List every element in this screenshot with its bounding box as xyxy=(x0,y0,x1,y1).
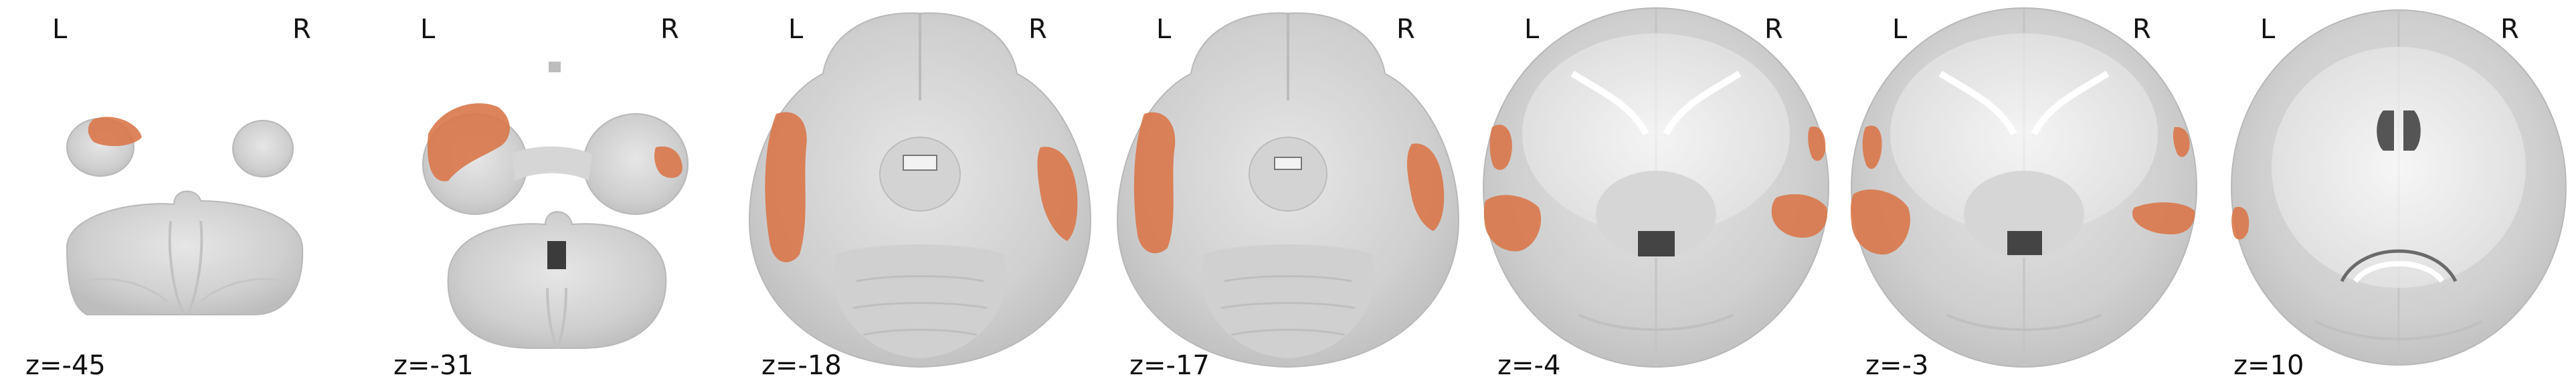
right-hemisphere-label: R xyxy=(292,14,311,45)
brain-slice-panel-4: L R z=-17 xyxy=(1104,0,1472,385)
left-hemisphere-label: L xyxy=(1892,14,1908,45)
slice-z-label: z=-4 xyxy=(1497,350,1561,381)
activation-overlay xyxy=(1808,127,1826,161)
brain-slice-panel-6: L R z=-3 xyxy=(1840,0,2208,385)
activation-overlay xyxy=(1489,125,1512,170)
slice-z-label: z=-3 xyxy=(1865,350,1929,381)
brain-slice-panel-7: L R z=10 xyxy=(2208,0,2576,385)
brain-slice-panel-2: L R z=-31 xyxy=(368,0,736,385)
left-hemisphere-label: L xyxy=(52,14,68,45)
activation-overlay xyxy=(1862,125,1882,169)
left-hemisphere-label: L xyxy=(2260,14,2276,45)
right-hemisphere-label: R xyxy=(1396,14,1415,45)
axial-slice-image-5 xyxy=(1483,7,1829,368)
activation-overlay xyxy=(1037,147,1078,241)
slice-z-label: z=-18 xyxy=(761,350,842,381)
axial-slice-image-4 xyxy=(1116,12,1460,368)
axial-slice-image-2 xyxy=(422,62,688,349)
slice-z-label: z=-45 xyxy=(25,350,106,381)
left-hemisphere-label: L xyxy=(420,14,436,45)
right-hemisphere-label: R xyxy=(2132,14,2151,45)
activation-overlay xyxy=(1133,112,1176,254)
axial-slice-image-6 xyxy=(1850,7,2197,368)
right-hemisphere-label: R xyxy=(2500,14,2519,45)
left-hemisphere-label: L xyxy=(1156,14,1172,45)
activation-overlay xyxy=(88,117,142,147)
left-hemisphere-label: L xyxy=(1524,14,1540,45)
activation-overlay xyxy=(1483,195,1542,252)
right-hemisphere-label: R xyxy=(1764,14,1783,45)
brain-slice-panel-3: L R z=-18 xyxy=(736,0,1104,385)
brain-slice-panel-5: L R z=-4 xyxy=(1472,0,1840,385)
right-hemisphere-label: R xyxy=(1028,14,1047,45)
axial-slice-image-1 xyxy=(66,117,304,315)
activation-overlay xyxy=(2173,127,2190,157)
brain-slice-panel-1: L R z=-45 xyxy=(0,0,368,385)
slice-z-label: z=-17 xyxy=(1129,350,1210,381)
activation-overlay xyxy=(428,103,510,181)
activation-overlay xyxy=(2231,207,2249,240)
activation-overlay xyxy=(654,146,682,178)
axial-slice-image-7 xyxy=(2231,9,2567,366)
activation-overlay xyxy=(1407,143,1445,231)
slice-z-label: z=10 xyxy=(2233,350,2304,381)
axial-slice-image-3 xyxy=(748,12,1092,368)
left-hemisphere-label: L xyxy=(788,14,804,45)
slice-z-label: z=-31 xyxy=(393,350,474,381)
activation-overlay xyxy=(765,112,807,262)
activation-overlay xyxy=(1771,194,1827,238)
activation-overlay xyxy=(2132,202,2195,234)
activation-overlay xyxy=(1850,189,1910,255)
right-hemisphere-label: R xyxy=(660,14,679,45)
